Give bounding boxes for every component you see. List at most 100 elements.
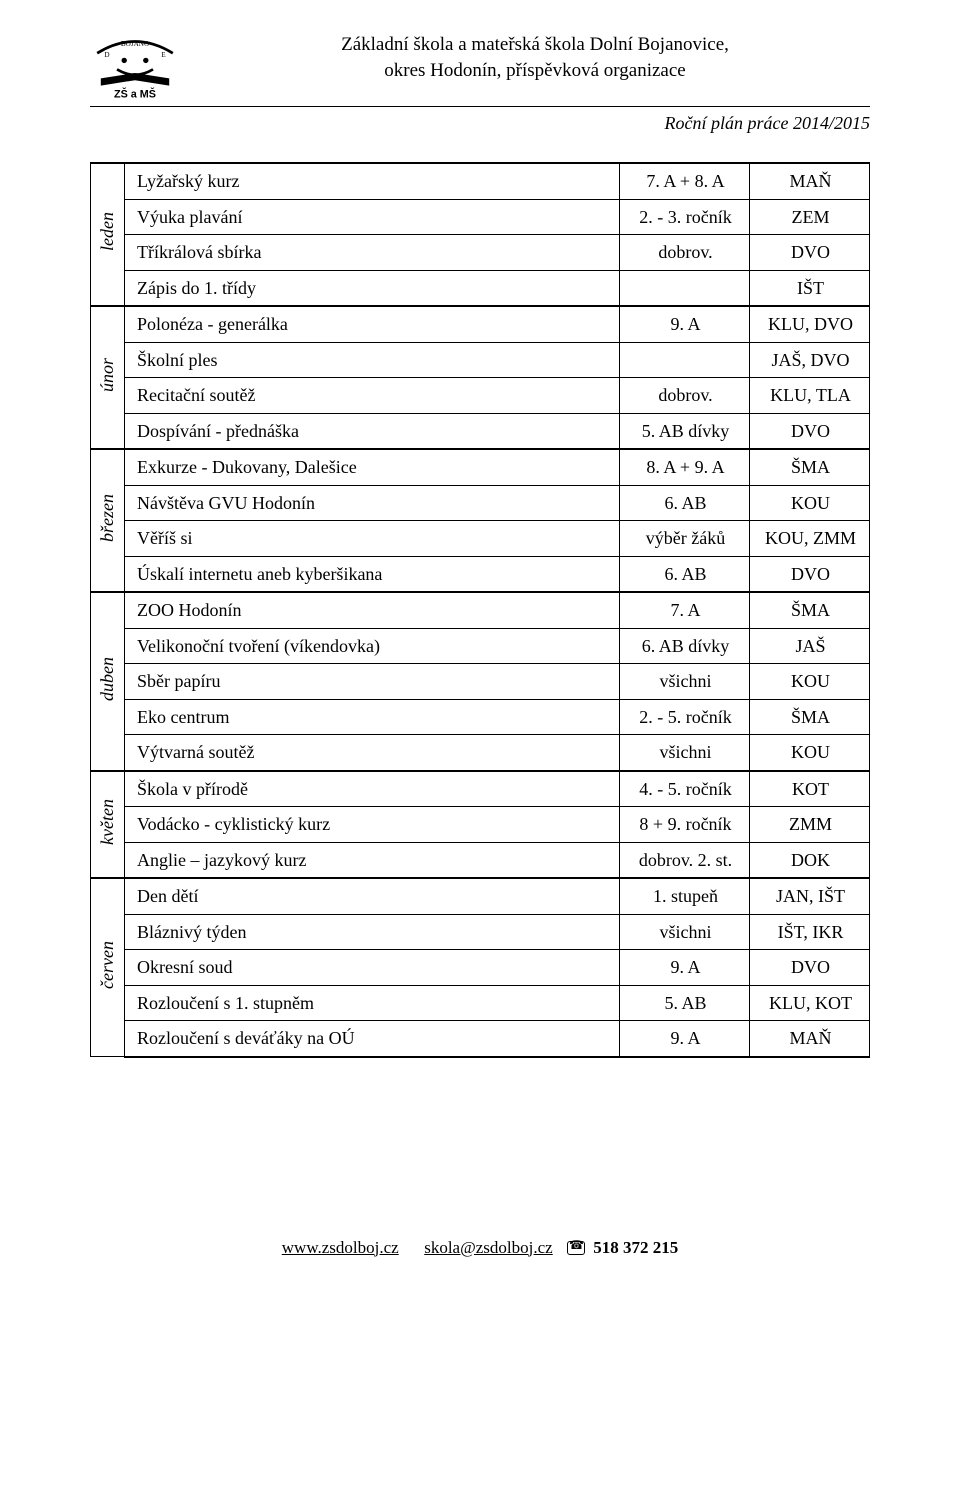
code-cell: ZEM — [750, 199, 870, 235]
detail-cell: 2. - 3. ročník — [620, 199, 750, 235]
table-row: Okresní soud9. ADVO — [91, 950, 870, 986]
table-row: Úskalí internetu aneb kyberšikana6. ABDV… — [91, 556, 870, 592]
month-label-text: červen — [96, 941, 119, 989]
month-label: duben — [91, 592, 125, 771]
table-row: Sběr papíruvšichniKOU — [91, 664, 870, 700]
table-row: Velikonoční tvoření (víkendovka)6. AB dí… — [91, 628, 870, 664]
activity-cell: Úskalí internetu aneb kyberšikana — [125, 556, 620, 592]
table-row: březenExkurze - Dukovany, Dalešice8. A +… — [91, 449, 870, 485]
footer-web-link[interactable]: www.zsdolboj.cz — [282, 1238, 399, 1257]
detail-cell: 5. AB dívky — [620, 413, 750, 449]
code-cell: KLU, TLA — [750, 378, 870, 414]
month-label-text: březen — [96, 494, 119, 542]
activity-cell: Školní ples — [125, 342, 620, 378]
activity-cell: Lyžařský kurz — [125, 163, 620, 199]
detail-cell: všichni — [620, 914, 750, 950]
detail-cell: 7. A + 8. A — [620, 163, 750, 199]
table-row: Výuka plavání2. - 3. ročníkZEM — [91, 199, 870, 235]
table-row: Rozloučení s 1. stupněm5. ABKLU, KOT — [91, 985, 870, 1021]
code-cell: JAN, IŠT — [750, 878, 870, 914]
table-row: Návštěva GVU Hodonín6. ABKOU — [91, 485, 870, 521]
month-label: březen — [91, 449, 125, 592]
month-label-text: duben — [96, 657, 119, 701]
table-row: Bláznivý týdenvšichniIŠT, IKR — [91, 914, 870, 950]
footer: www.zsdolboj.cz skola@zsdolboj.cz 518 37… — [90, 1238, 870, 1258]
month-group: březen Exkurze - Dukovany, Dalešice8. A +… — [91, 449, 870, 592]
header: BOJANO D E ZŠ a MŠ Základní škola a mate… — [90, 28, 870, 100]
table-row: dubenZOO Hodonín7. AŠMA — [91, 592, 870, 628]
table-row: Eko centrum2. - 5. ročníkŠMA — [91, 699, 870, 735]
code-cell: KOU — [750, 485, 870, 521]
code-cell: ŠMA — [750, 699, 870, 735]
detail-cell — [620, 342, 750, 378]
activity-cell: Eko centrum — [125, 699, 620, 735]
footer-email-link[interactable]: skola@zsdolboj.cz — [424, 1238, 553, 1257]
detail-cell: 1. stupeň — [620, 878, 750, 914]
detail-cell: 9. A — [620, 306, 750, 342]
table-row: Zápis do 1. třídyIŠT — [91, 270, 870, 306]
activity-cell: Sběr papíru — [125, 664, 620, 700]
svg-text:BOJANO: BOJANO — [121, 40, 149, 48]
detail-cell: dobrov. 2. st. — [620, 842, 750, 878]
header-line-2: okres Hodonín, příspěvková organizace — [200, 58, 870, 84]
code-cell: ZMM — [750, 807, 870, 843]
page-subtitle: Roční plán práce 2014/2015 — [90, 113, 870, 134]
month-group: dubenZOO Hodonín7. AŠMAVelikonoční tvoře… — [91, 592, 870, 771]
table-row: únorPolonéza - generálka9. AKLU, DVO — [91, 306, 870, 342]
activity-cell: Návštěva GVU Hodonín — [125, 485, 620, 521]
code-cell: DVO — [750, 413, 870, 449]
code-cell: DOK — [750, 842, 870, 878]
detail-cell: 5. AB — [620, 985, 750, 1021]
activity-cell: Výuka plavání — [125, 199, 620, 235]
month-label-text: leden — [96, 212, 119, 251]
activity-cell: Exkurze - Dukovany, Dalešice — [125, 449, 620, 485]
activity-cell: Anglie – jazykový kurz — [125, 842, 620, 878]
code-cell: JAŠ, DVO — [750, 342, 870, 378]
detail-cell: 9. A — [620, 950, 750, 986]
code-cell: KOU, ZMM — [750, 521, 870, 557]
activity-cell: Škola v přírodě — [125, 771, 620, 807]
code-cell: ŠMA — [750, 592, 870, 628]
code-cell: KOU — [750, 664, 870, 700]
code-cell: MAŇ — [750, 163, 870, 199]
detail-cell: výběr žáků — [620, 521, 750, 557]
activity-cell: Dospívání - přednáška — [125, 413, 620, 449]
month-label: leden — [91, 163, 125, 306]
month-label: červen — [91, 878, 125, 1057]
month-group: červen Den dětí1. stupeňJAN, IŠTBláznivý … — [91, 878, 870, 1057]
detail-cell: 9. A — [620, 1021, 750, 1057]
detail-cell: 8. A + 9. A — [620, 449, 750, 485]
svg-text:D: D — [104, 51, 109, 59]
month-group: květenŠkola v přírodě4. - 5. ročníkKOTVo… — [91, 771, 870, 879]
code-cell: KLU, DVO — [750, 306, 870, 342]
footer-phone: 518 372 215 — [593, 1238, 678, 1257]
table-row: Anglie – jazykový kurzdobrov. 2. st.DOK — [91, 842, 870, 878]
code-cell: KOT — [750, 771, 870, 807]
activity-cell: Den dětí — [125, 878, 620, 914]
code-cell: DVO — [750, 556, 870, 592]
detail-cell: všichni — [620, 664, 750, 700]
detail-cell: 8 + 9. ročník — [620, 807, 750, 843]
table-row: Recitační soutěždobrov.KLU, TLA — [91, 378, 870, 414]
table-row: Rozloučení s deváťáky na OÚ9. AMAŇ — [91, 1021, 870, 1057]
activity-cell: Recitační soutěž — [125, 378, 620, 414]
table-row: Dospívání - přednáška5. AB dívkyDVO — [91, 413, 870, 449]
table-row: Školní ples JAŠ, DVO — [91, 342, 870, 378]
activity-cell: Vodácko - cyklistický kurz — [125, 807, 620, 843]
code-cell: KLU, KOT — [750, 985, 870, 1021]
activity-cell: Rozloučení s deváťáky na OÚ — [125, 1021, 620, 1057]
table-row: Vodácko - cyklistický kurz8 + 9. ročníkZ… — [91, 807, 870, 843]
activity-cell: Výtvarná soutěž — [125, 735, 620, 771]
svg-text:E: E — [161, 51, 166, 59]
schedule-table: ledenLyžařský kurz7. A + 8. AMAŇVýuka pl… — [90, 162, 870, 1058]
table-row: Výtvarná soutěžvšichniKOU — [91, 735, 870, 771]
detail-cell — [620, 270, 750, 306]
detail-cell: všichni — [620, 735, 750, 771]
code-cell: KOU — [750, 735, 870, 771]
month-label-text: únor — [96, 358, 119, 392]
code-cell: DVO — [750, 950, 870, 986]
activity-cell: ZOO Hodonín — [125, 592, 620, 628]
table-row: ledenLyžařský kurz7. A + 8. AMAŇ — [91, 163, 870, 199]
table-row: Věříš sivýběr žákůKOU, ZMM — [91, 521, 870, 557]
code-cell: MAŇ — [750, 1021, 870, 1057]
